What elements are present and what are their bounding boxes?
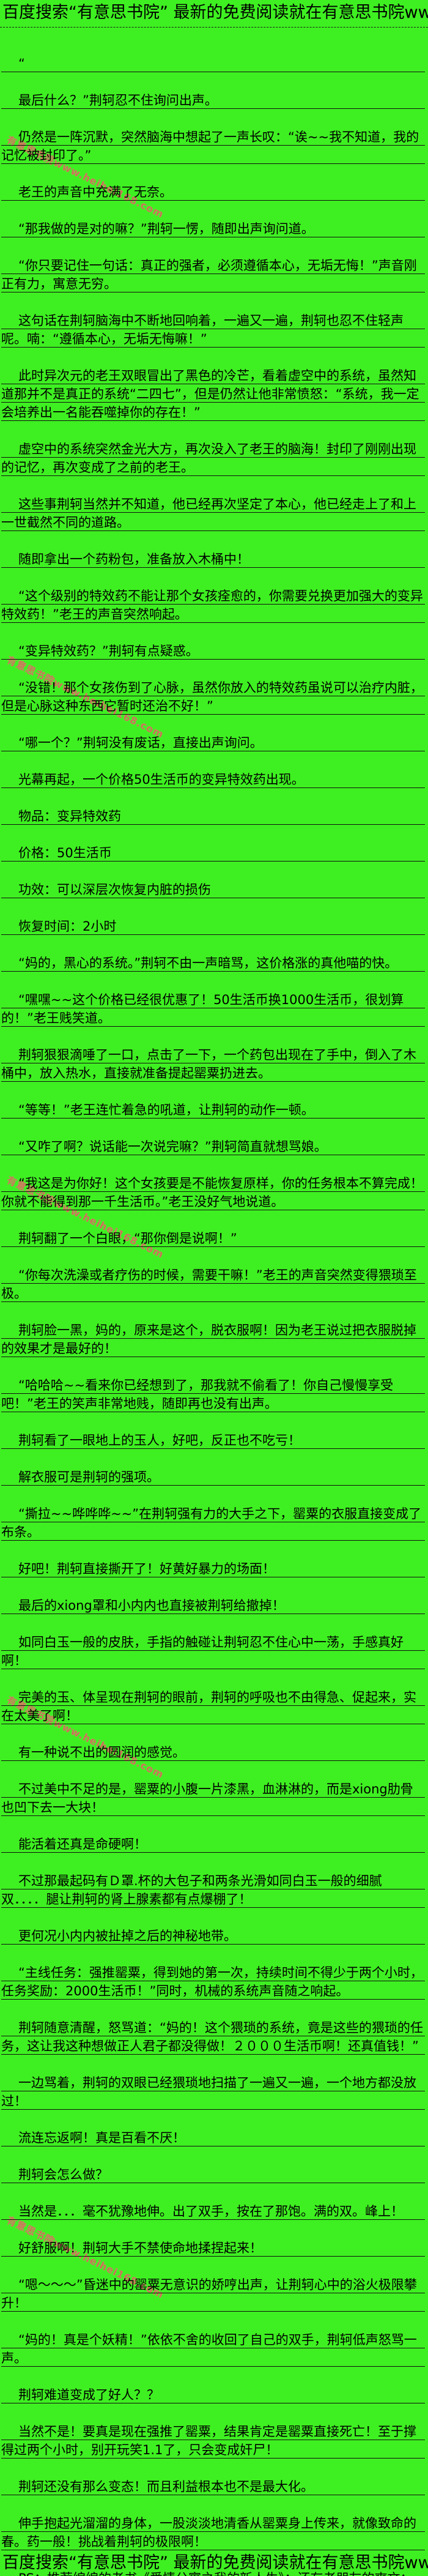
paragraph: 如同白玉一般的皮肤，手指的触碰让荆轲忍不住心中一荡，手感真好啊！ [1,1633,425,1670]
paragraph: 好吧！荆轲直接撕开了！好黄好暴力的场面！ [1,1560,425,1578]
paragraph: 恢复时间：2小时 [1,917,425,936]
paragraph: “哈哈哈~~看来你已经想到了，那我就不偷看了！你自己慢慢享受吧！”老王的笑声非常… [1,1376,425,1413]
paragraph: 当然是．．．毫不犹豫地伸。出了双手，按在了那饱。满的双。峰上！ [1,2202,425,2220]
paragraph: 一边骂着，荆轲的双眼已经猥琐地扫描了一遍又一遍，一个地方都没放过！ [1,2074,425,2110]
paragraph: “变异特效药？”荆轲有点疑惑。 [1,642,425,660]
paragraph: 当然不是！要真是现在强推了罂粟，结果肯定是罂粟直接死亡！至于撑得过两个小时，别开… [1,2422,425,2459]
paragraph: 这句话在荆轲脑海中不断地回响着，一遍又一遍，荆轲也忍不住轻声呢。喃：“遵循本心，… [1,311,425,348]
paragraph: “ [1,54,425,73]
paragraph: “你只要记住一句话：真正的强者，必须遵循本心，无垢无悔！”声音刚正有力，寓意无穷… [1,256,425,293]
paragraph: 随即拿出一个药粉包，准备放入木桶中！ [1,550,425,568]
paragraph: “嘿嘿~~这个价格已经很优惠了！50生活币换1000生活币，很划算的！”老王贱笑… [1,991,425,1027]
paragraph: “撕拉~~哗哗哗~~”在荆轲强有力的大手之下，罂粟的衣服直接变成了布条。 [1,1505,425,1541]
paragraph: “妈的，黑心的系统。”荆轲不由一声暗骂，这价格涨的真他喵的快。 [1,954,425,972]
paragraph: 最后的xiong罩和小内内也直接被荆轲给撤掉！ [1,1596,425,1615]
paragraph: 荆轲狠狠滴唾了一口，点击了一下，一个药包出现在了手中，倒入了木桶中，放入热水，直… [1,1046,425,1082]
paragraph: “妈的！真是个妖精！”依依不舍的收回了自己的双手，荆轲低声怒骂一声。 [1,2331,425,2367]
paragraph: 仍然是一阵沉默，突然脑海中想起了一声长叹：“诶~~我不知道，我的记忆被封印了。” [1,128,425,165]
paragraph: 虚空中的系统突然金光大方，再次没入了老王的脑海！封印了刚刚出现的记忆，再次变成了… [1,440,425,477]
paragraph: 解衣服可是荆轲的强项。 [1,1468,425,1486]
paragraph: 老王的声音中充满了无奈。 [1,183,425,201]
paragraph: 此时异次元的老王双眼冒出了黑色的冷芒，看着虚空中的系统，虽然知道那并不是真正的系… [1,367,425,422]
paragraph: “又咋了啊？说话能一次说完嘛？”荆轲简直就想骂娘。 [1,1137,425,1156]
paragraph: “主线任务：强推罂粟，得到她的第一次，持续时间不得少于两个小时，任务奖励：200… [1,1964,425,2000]
paragraph: “我这是为你好！这个女孩要是不能恢复原样，你的任务根本不算完成！你就不能得到那一… [1,1174,425,1211]
paragraph: 不过美中不足的是，罂粟的小腹一片漆黑，血淋淋的，而是xiong肋骨也凹下去一大块… [1,1780,425,1817]
paragraph: “这个级别的特效药不能让那个女孩痊愈的，你需要兑换更加强大的变异特效药！”老王的… [1,587,425,624]
paragraph: 荆轲难道变成了好人？？ [1,2386,425,2404]
paragraph: 这些事荆轲当然并不知道，他已经再次坚定了本心，他已经走上了和上一世截然不同的道路… [1,495,425,532]
paragraph: 更何况小内内被扯掉之后的神秘地带。 [1,1927,425,1945]
paragraph: 物品：变异特效药 [1,807,425,825]
paragraph: 好舒服啊！荆轲大手不禁使命地揉捏起来！ [1,2239,425,2257]
paragraph: 有一种说不出的圆润的感觉。 [1,1743,425,1762]
paragraph: PS：推荐编编的老书《爱情公寓之我的新人生》；还有老朋友的爽文：《火凤凰之美女公… [1,2569,425,2576]
paragraph: 功效：可以深层次恢复内脏的损伤 [1,880,425,899]
paragraph: 荆轲看了一眼地上的玉人，好吧，反正也不吃亏！ [1,1431,425,1450]
paragraph: 不过那最起码有Ｄ罩.杯的大包子和两条光滑如同白玉一般的细腻双．．．．腿让荆轲的肾… [1,1872,425,1908]
site-banner-top: 百度搜索“有意思书院” 最新的免费阅读就在有意思书院www.heihei168.… [0,0,428,28]
paragraph: “嗯～～～”昏迷中的罂粟无意识的娇哼出声，让荆轲心中的浴火极限攀升！ [1,2276,425,2312]
paragraph: 荆轲翻了一个白眼，“那你倒是说啊！” [1,1229,425,1248]
paragraph: “没错！那个女孩伤到了心脉，虽然你放入的特效药虽说可以治疗内脏，但是心脉这种东西… [1,679,425,715]
paragraph: 荆轲随意清醒，怒骂道：“妈的！这个猥琐的系统，竟是这些的猥琐的任务，这让我这种想… [1,2019,425,2055]
paragraph: 最后什么？”荆轲忍不住询问出声。 [1,91,425,110]
paragraph: “你每次洗澡或者疗伤的时候，需要干嘛！”老王的声音突然变得猥琐至极。 [1,1266,425,1303]
paragraph: 完美的玉、体呈现在荆轲的眼前，荆轲的呼吸也不由得急、促起来，实在太美了啊！ [1,1688,425,1725]
paragraph: 伸手抱起光溜溜的身体，一股淡淡地清香从罂粟身上传来，就像致命的春。药一般！挑战着… [1,2514,425,2551]
paragraph: 荆轲会怎么做？ [1,2165,425,2184]
paragraph: “等等！”老王连忙着急的吼道，让荆轲的动作一顿。 [1,1101,425,1119]
paragraph: “那我做的是对的嘛？”荆轲一愣，随即出声询问道。 [1,220,425,238]
paragraph: 荆轲还没有那么变态！而且利益根本也不是最大化。 [1,2477,425,2496]
paragraph: 流连忘返啊！真是百看不厌！ [1,2129,425,2147]
paragraph: 荆轲脸一黑，妈的，原来是这个，脱衣服啊！因为老王说过把衣服脱掉的效果才是最好的！ [1,1321,425,1358]
chapter-text: “ 最后什么？”荆轲忍不住询问出声。仍然是一阵沉默，突然脑海中想起了一声长叹：“诶… [0,28,428,2576]
paragraph: 能活着还真是命硬啊！ [1,1835,425,1853]
paragraph: 光幕再起，一个价格50生活币的变异特效药出现。 [1,770,425,789]
paragraph: “哪一个？”荆轲没有废话，直接出声询问。 [1,734,425,752]
paragraph: 价格：50生活币 [1,844,425,862]
